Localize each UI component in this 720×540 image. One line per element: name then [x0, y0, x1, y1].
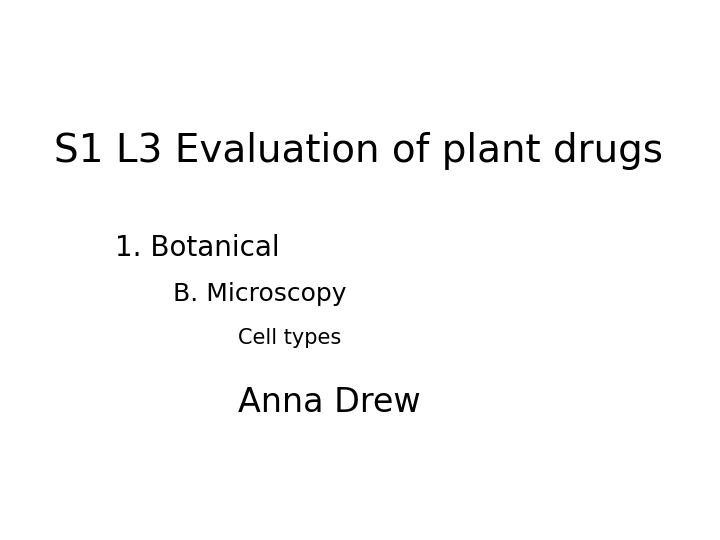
Text: Cell types: Cell types: [238, 327, 341, 348]
Text: S1 L3 Evaluation of plant drugs: S1 L3 Evaluation of plant drugs: [54, 132, 663, 170]
Text: Anna Drew: Anna Drew: [238, 386, 420, 419]
Text: 1. Botanical: 1. Botanical: [115, 234, 280, 262]
Text: B. Microscopy: B. Microscopy: [173, 282, 346, 306]
